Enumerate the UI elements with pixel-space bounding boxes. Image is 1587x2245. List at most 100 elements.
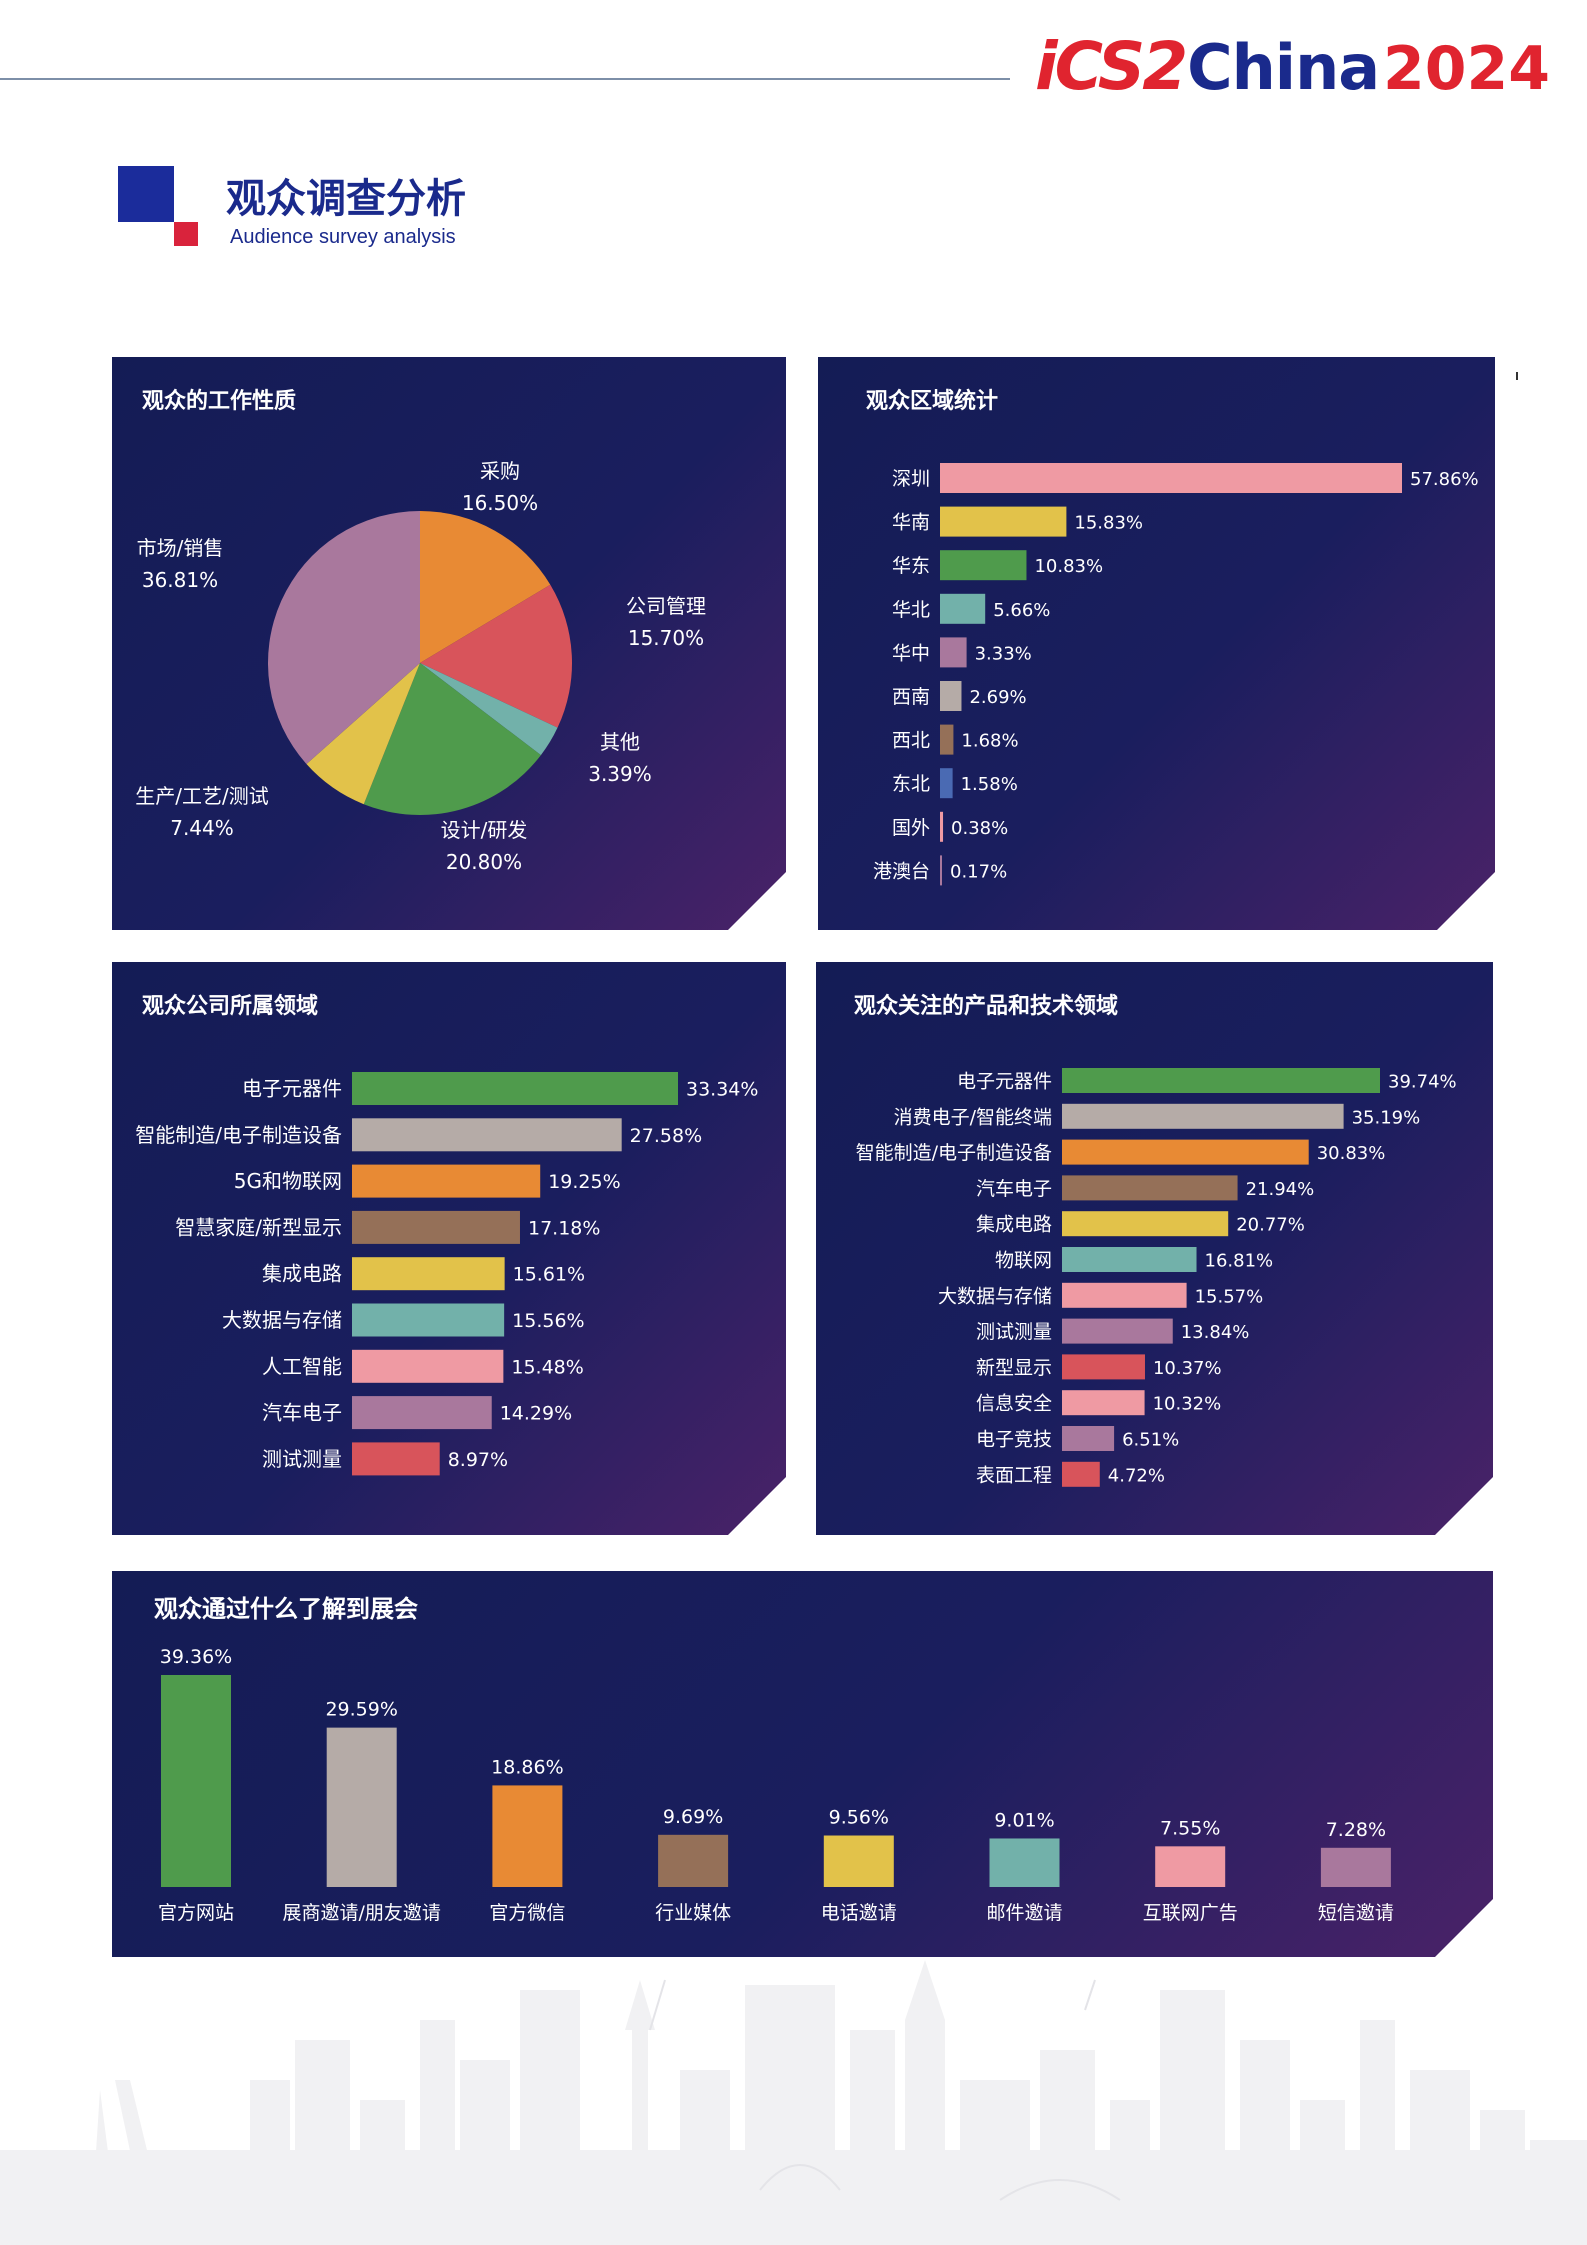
category-label: 汽车电子 [976, 1178, 1052, 1200]
bar [940, 812, 943, 842]
heading-red-square [174, 222, 198, 246]
section-title: 观众调查分析 [226, 176, 466, 222]
focus-bar-chart: 电子元器件 39.74% 消费电子/智能终端 35.19% 智能制造/电子制造设备 30.… [816, 962, 1493, 1535]
bar [352, 1442, 440, 1475]
pie-slice [306, 663, 420, 804]
bar [352, 1350, 503, 1383]
bar-value-label: 5.66% [993, 600, 1050, 621]
margin-mark [1516, 372, 1518, 380]
category-label: 行业媒体 [655, 1902, 731, 1924]
bar-value-label: 7.55% [1160, 1817, 1220, 1839]
region-bar-chart: 深圳 57.86% 华南 15.83% 华东 10.83% 华北 5.66% 华中 3.33% 西南… [818, 357, 1495, 930]
bar [940, 463, 1402, 493]
bar [940, 681, 961, 711]
category-label: 电子元器件 [242, 1077, 342, 1101]
focus-title: 观众关注的产品和技术领域 [854, 994, 1119, 1019]
bar-value-label: 17.18% [528, 1217, 600, 1239]
category-label: 港澳台 [873, 860, 930, 882]
bar-value-label: 8.97% [448, 1449, 508, 1471]
bar-value-label: 20.77% [1236, 1215, 1305, 1236]
bar-value-label: 30.83% [1317, 1143, 1386, 1164]
bar [1062, 1068, 1380, 1093]
category-label: 智能制造/电子制造设备 [856, 1142, 1052, 1164]
bar-value-label: 10.37% [1153, 1358, 1222, 1379]
category-label: 华北 [892, 599, 930, 621]
bar [352, 1118, 622, 1151]
bar-value-label: 9.56% [829, 1807, 889, 1829]
category-label: 展商邀请/朋友邀请 [282, 1902, 440, 1924]
pie-value-label: 15.70% [628, 626, 704, 650]
bar [990, 1838, 1060, 1887]
bar-value-label: 39.36% [160, 1646, 232, 1668]
category-label: 电子元器件 [957, 1071, 1052, 1093]
bar [1062, 1319, 1173, 1344]
category-label: 西北 [892, 730, 930, 752]
bar [352, 1257, 505, 1290]
category-label: 电子竞技 [976, 1429, 1052, 1451]
bar [352, 1396, 492, 1429]
icsz-china-logo: iCS2 China 2024 [1035, 28, 1550, 118]
bar [161, 1675, 231, 1887]
bar [1062, 1104, 1344, 1129]
bar-value-label: 7.28% [1326, 1819, 1386, 1841]
category-label: 大数据与存储 [938, 1285, 1052, 1307]
bar [492, 1785, 562, 1887]
pie-label: 设计/研发 [441, 818, 528, 842]
bar [1062, 1283, 1187, 1308]
bar [1062, 1140, 1309, 1165]
industry-bar-chart: 电子元器件 33.34% 智能制造/电子制造设备 27.58% 5G和物联网 19.25%… [112, 962, 786, 1535]
category-label: 华中 [892, 642, 930, 664]
bar-value-label: 14.29% [500, 1403, 572, 1425]
category-label: 集成电路 [976, 1214, 1052, 1236]
bar [940, 768, 953, 798]
category-label: 电话邀请 [821, 1902, 897, 1924]
category-label: 华南 [892, 512, 930, 534]
bar-value-label: 15.83% [1074, 513, 1143, 534]
bar-value-label: 10.32% [1153, 1394, 1222, 1415]
category-label: 表面工程 [976, 1464, 1052, 1486]
pie-slice [420, 663, 558, 755]
pie-label: 采购 [480, 459, 520, 483]
bar [1062, 1354, 1145, 1379]
logo-year-text: 2024 [1383, 34, 1551, 104]
bar-value-label: 0.17% [950, 861, 1007, 882]
bar-value-label: 21.94% [1246, 1179, 1315, 1200]
bar [1062, 1390, 1145, 1415]
pie-slice [420, 585, 572, 728]
bar [824, 1836, 894, 1887]
bar-value-label: 39.74% [1388, 1072, 1457, 1093]
bar [352, 1072, 678, 1105]
logo-china-text: China [1187, 31, 1380, 104]
category-label: 短信邀请 [1318, 1902, 1394, 1924]
category-label: 集成电路 [262, 1262, 342, 1286]
region-panel: 观众区域统计 深圳 57.86% 华南 15.83% 华东 10.83% 华北 5.66% 华中… [818, 357, 1495, 930]
bar-value-label: 15.48% [511, 1356, 583, 1378]
bar-value-label: 9.01% [994, 1809, 1054, 1831]
category-label: 信息安全 [976, 1393, 1052, 1415]
pie-value-label: 36.81% [142, 568, 218, 592]
category-label: 邮件邀请 [986, 1902, 1062, 1924]
header-divider [0, 78, 1010, 80]
category-label: 物联网 [995, 1250, 1052, 1272]
pie-label: 生产/工艺/测试 [135, 784, 268, 808]
bar [1155, 1846, 1225, 1887]
category-label: 消费电子/智能终端 [894, 1106, 1052, 1128]
industry-panel: 观众公司所属领域 电子元器件 33.34% 智能制造/电子制造设备 27.58% 5G和… [112, 962, 786, 1535]
industry-title: 观众公司所属领域 [142, 994, 319, 1019]
source-title: 观众通过什么了解到展会 [154, 1595, 418, 1623]
pie-slice [268, 511, 420, 764]
category-label: 测试测量 [976, 1321, 1052, 1343]
bar [1321, 1848, 1391, 1887]
bar-value-label: 19.25% [548, 1171, 620, 1193]
bar-value-label: 15.61% [513, 1264, 585, 1286]
section-subtitle: Audience survey analysis [230, 226, 456, 248]
category-label: 互联网广告 [1143, 1902, 1238, 1924]
bar [1062, 1247, 1197, 1272]
bar-value-label: 29.59% [325, 1699, 397, 1721]
pie-label: 市场/销售 [137, 536, 224, 560]
bar [940, 507, 1066, 537]
source-panel: 观众通过什么了解到展会 39.36% 官方网站 29.59% 展商邀请/朋友邀请 18.… [112, 1571, 1493, 1957]
job-nature-pie-chart: 采购 16.50% 公司管理 15.70% 其他 3.39% 设计/研发 20.80% 生产/工… [112, 357, 786, 930]
category-label: 测试测量 [262, 1447, 342, 1471]
category-label: 国外 [892, 817, 930, 839]
